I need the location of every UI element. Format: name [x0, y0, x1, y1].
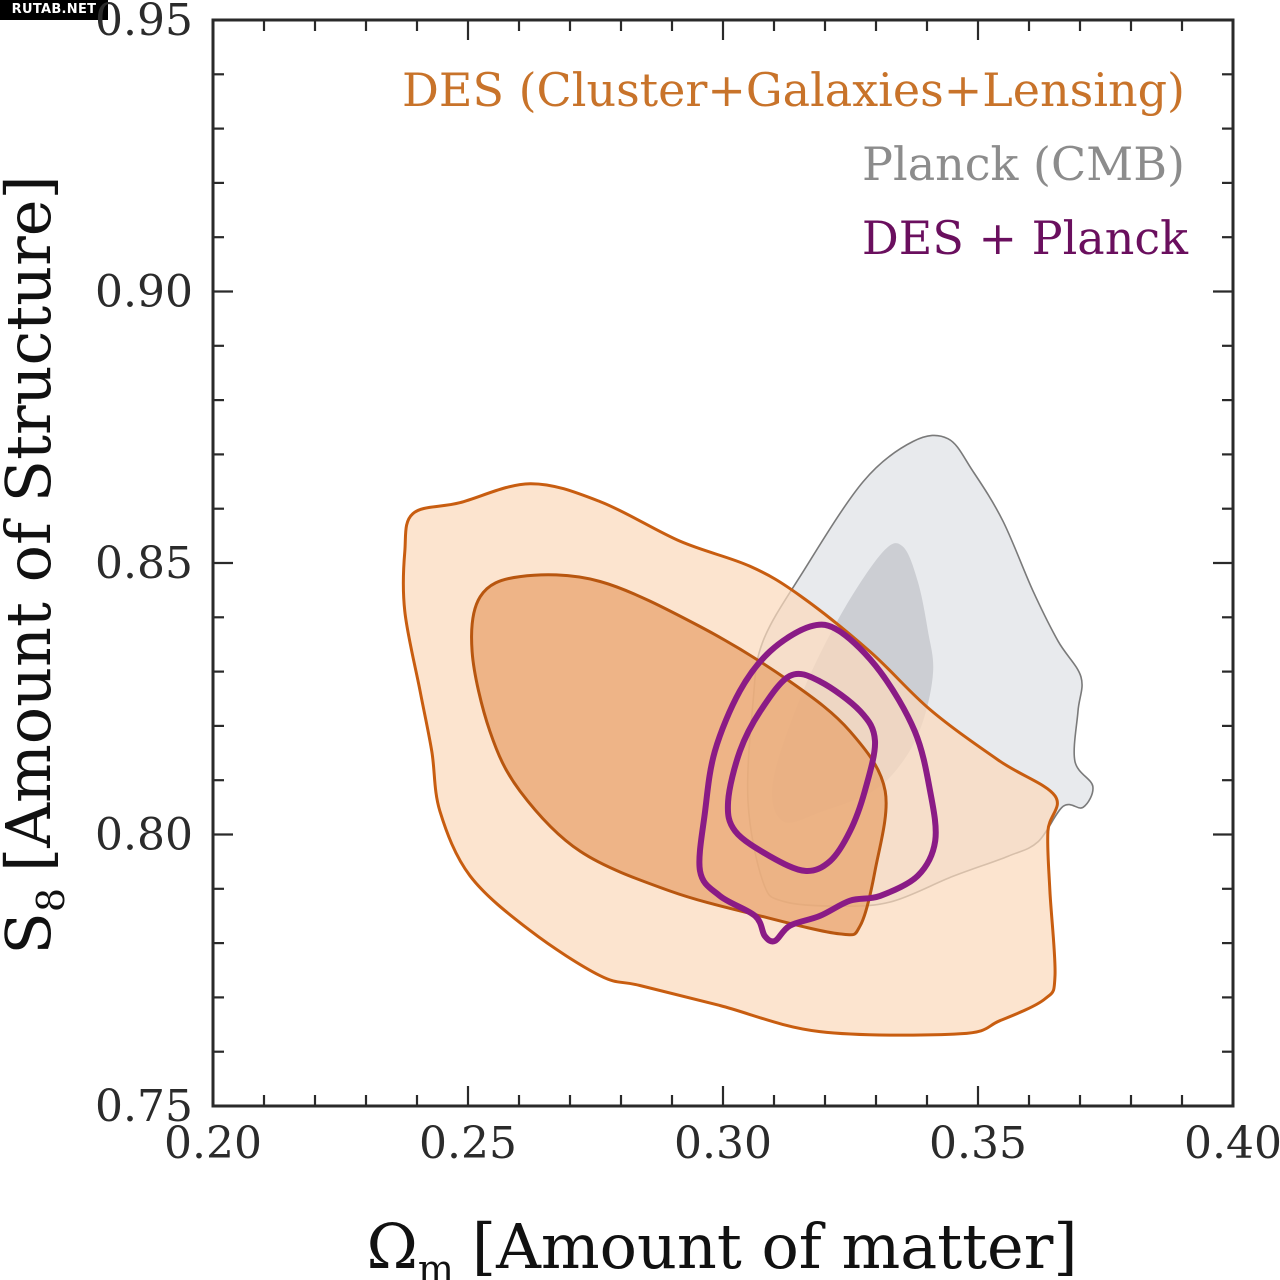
x-tick-label: 0.30 [674, 1118, 772, 1169]
y-tick-label: 0.85 [95, 538, 193, 589]
y-tick-label: 0.90 [95, 267, 193, 318]
ticks-layer [211, 18, 1235, 1108]
legend-item-des-planck: DES + Planck [862, 211, 1189, 265]
contour-des-planck-68 [724, 670, 879, 874]
watermark: RUTAB.NET [0, 0, 108, 20]
x-axis-text: [Amount of matter] [472, 1210, 1078, 1280]
x-tick-label: 0.25 [419, 1118, 517, 1169]
y-axis-text: [Amount of Structure] [0, 175, 65, 872]
x-axis-title: Ωm [Amount of matter] [366, 1210, 1077, 1280]
contour-des-68 [470, 573, 888, 937]
y-tick-label: 0.95 [95, 0, 193, 46]
contours-layer [401, 434, 1094, 1037]
contour-des-planck-95 [696, 621, 939, 945]
legend-item-planck: Planck (CMB) [862, 137, 1185, 191]
y-tick-label: 0.75 [95, 1081, 193, 1132]
x-tick-label: 0.35 [929, 1118, 1027, 1169]
tick-labels-layer: 0.20 0.25 0.30 0.35 0.40 0.75 0.80 0.85 0.90 0.95 [95, 0, 1280, 1169]
x-tick-label: 0.20 [164, 1118, 262, 1169]
legend: DES (Cluster+Galaxies+Lensing) Planck (C… [402, 63, 1189, 265]
x-axis-symbol: Ω [366, 1210, 417, 1280]
y-axis-subscript: 8 [29, 888, 73, 912]
x-tick-label: 0.40 [1184, 1118, 1280, 1169]
y-axis-title: S8 [Amount of Structure] [0, 175, 73, 954]
y-tick-label: 0.80 [95, 810, 193, 861]
legend-item-des: DES (Cluster+Galaxies+Lensing) [402, 63, 1185, 117]
y-axis-symbol: S [0, 912, 65, 954]
x-axis-subscript: m [418, 1247, 454, 1280]
